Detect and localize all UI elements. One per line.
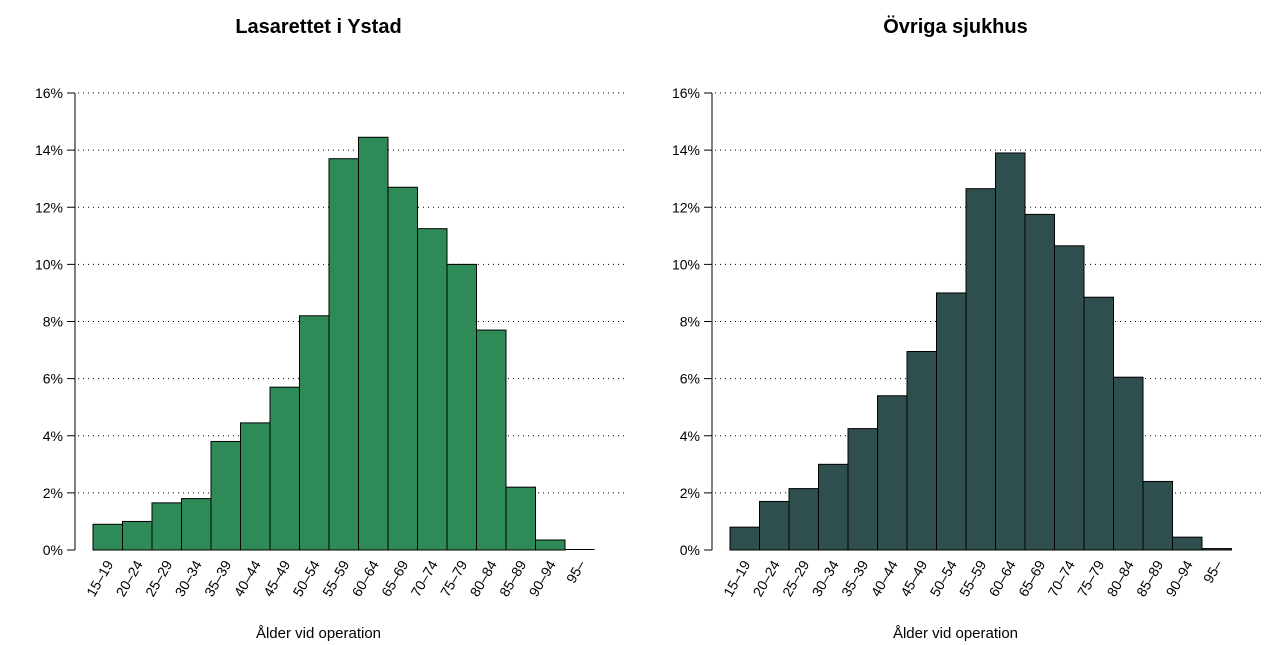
y-tick-label: 10% [672,256,700,272]
y-tick-label: 6% [680,371,700,387]
bar [151,502,182,551]
x-tick-label: 65–69 [378,557,411,599]
bar [759,500,790,551]
bar [818,463,849,551]
y-tick-label: 4% [43,428,63,444]
x-tick-label: 50–54 [927,557,960,599]
y-tick-label: 12% [35,199,63,215]
bar [358,136,389,551]
chart-title: Övriga sjukhus [883,16,1028,38]
bar [788,488,819,551]
bar [240,422,271,551]
bar [269,386,300,551]
x-tick-label: 50–54 [290,557,323,599]
chart-panel-right: Övriga sjukhus 0% 2% 4% 6% 8% 10% 12% 14% 16% 15–… [637,0,1274,645]
x-tick-label: 85–89 [1133,557,1166,599]
chart-panel-left: Lasarettet i Ystad 0% 2% 4% 6% 8% 10% 12% 14% 16… [0,0,637,645]
bar [847,428,878,551]
x-tick-label: 60–64 [349,557,382,599]
y-tick-label: 14% [672,142,700,158]
bar [387,186,418,551]
bar [1201,548,1232,551]
x-tick-label: 85–89 [496,557,529,599]
y-tick-label: 16% [35,85,63,101]
bar [1113,376,1144,551]
x-tick-label: 80–84 [467,557,500,599]
x-tick-label: 20–24 [113,557,146,599]
bar [210,440,241,551]
x-tick-label: 55–59 [956,557,989,599]
bar [1172,536,1203,551]
y-tick-label: 8% [680,314,700,330]
bar [181,498,212,551]
x-tick-label: 40–44 [231,557,264,599]
bar [729,526,760,551]
x-tick-label: 30–34 [172,557,205,599]
bar [476,329,507,551]
y-tick-label: 16% [672,85,700,101]
x-tick-label: 40–44 [868,557,901,599]
y-tick-label: 2% [43,485,63,501]
y-tick-label: 8% [43,314,63,330]
x-tick-label: 65–69 [1015,557,1048,599]
y-tick-label: 0% [680,542,700,558]
bar [877,395,908,551]
x-tick-label: 55–59 [319,557,352,599]
y-tick-label: 0% [43,542,63,558]
bar [906,350,937,551]
x-tick-label: 90–94 [1163,557,1196,599]
x-tick-label: 15–19 [83,557,116,599]
x-tick-label: 90–94 [526,557,559,599]
bar [1024,213,1055,551]
bar [505,486,536,551]
bar [122,520,153,551]
bar [299,315,330,551]
y-tick-label: 2% [680,485,700,501]
x-tick-label: 75–79 [1074,557,1107,599]
x-tick-label: 95– [1200,557,1226,585]
x-tick-label: 60–64 [986,557,1019,599]
chart-title: Lasarettet i Ystad [235,16,402,38]
x-axis-title: Ålder vid operation [255,625,382,642]
x-tick-label: 95– [563,557,589,585]
x-tick-label: 45–49 [260,557,293,599]
y-tick-label: 14% [35,142,63,158]
x-tick-label: 20–24 [750,557,783,599]
bar [92,523,123,551]
bar [417,228,448,551]
bar [446,263,477,551]
x-tick-label: 25–29 [779,557,812,599]
y-tick-label: 6% [43,371,63,387]
x-tick-label: 35–39 [201,557,234,599]
chart-svg: 0% 2% 4% 6% 8% 10% 12% 14% 16% 15–1920–2425–2930–… [672,85,1264,599]
bar [936,292,967,551]
x-tick-label: 25–29 [142,557,175,599]
bar [1083,296,1114,551]
x-tick-label: 70–74 [1045,557,1078,599]
x-tick-label: 80–84 [1104,557,1137,599]
x-tick-label: 75–79 [437,557,470,599]
bar [965,188,996,551]
x-tick-label: 35–39 [838,557,871,599]
y-tick-label: 4% [680,428,700,444]
bar [1142,480,1173,551]
bar [535,539,566,551]
x-axis-title: Ålder vid operation [892,625,1019,642]
bar [995,152,1026,551]
x-tick-label: 70–74 [408,557,441,599]
bar [1054,245,1085,551]
x-tick-label: 45–49 [897,557,930,599]
chart-svg: 0% 2% 4% 6% 8% 10% 12% 14% 16% 15–1920–2425–2930–… [35,85,627,599]
y-tick-label: 10% [35,256,63,272]
bar [328,158,359,551]
y-tick-label: 12% [672,199,700,215]
x-tick-label: 15–19 [720,557,753,599]
x-tick-label: 30–34 [809,557,842,599]
